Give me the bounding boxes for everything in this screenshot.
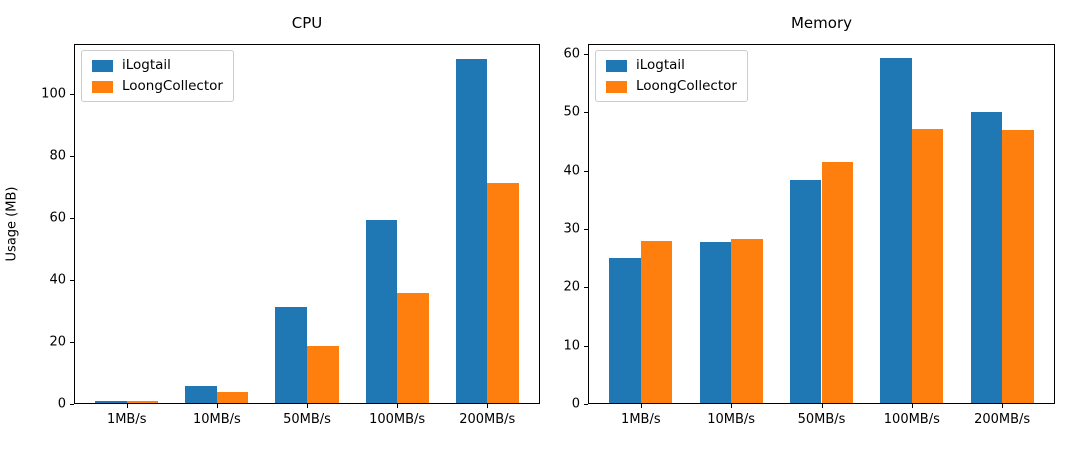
bar-ilogtail-1mb-s <box>95 400 127 403</box>
legend-swatch-ilogtail <box>606 59 627 72</box>
bar-ilogtail-100mb-s <box>365 219 398 403</box>
x-tick-mark <box>216 404 218 408</box>
bar-loongcollector-10mb-s <box>216 391 249 403</box>
x-tick-mark <box>307 404 308 408</box>
y-tick-label: 10 <box>563 338 580 354</box>
y-tick-label: 20 <box>49 334 66 350</box>
x-tick-mark <box>487 404 489 408</box>
bar-ilogtail-200mb-s <box>970 111 1003 403</box>
x-tick-mark <box>911 404 913 408</box>
y-tick-mark <box>70 280 74 282</box>
y-tick-label: 100 <box>41 86 66 102</box>
y-tick-mark <box>584 287 588 289</box>
x-tick-mark <box>126 404 128 408</box>
x-tick-label: 50MB/s <box>797 412 846 427</box>
x-tick-label: 1MB/s <box>106 412 147 427</box>
bar-ilogtail-100mb-s <box>880 57 912 403</box>
legend-swatch-loongcollector <box>606 80 627 93</box>
y-tick-mark <box>70 342 74 344</box>
x-tick-mark <box>640 404 642 408</box>
legend-label: iLogtail <box>636 57 685 73</box>
legend-item-ilogtail: iLogtail <box>92 58 223 73</box>
x-tick-mark <box>1002 404 1004 408</box>
bar-ilogtail-200mb-s <box>455 58 488 403</box>
legend-label: iLogtail <box>122 57 171 73</box>
bar-loongcollector-10mb-s <box>731 239 763 403</box>
legend: iLogtail LoongCollector <box>595 50 748 102</box>
y-tick-mark <box>70 156 74 158</box>
y-tick-label: 0 <box>57 396 66 412</box>
x-tick-mark <box>397 404 399 408</box>
chart-title-cpu: CPU <box>291 14 323 32</box>
legend-label: LoongCollector <box>636 78 737 94</box>
y-tick-label: 0 <box>571 396 580 412</box>
y-tick-mark <box>584 345 588 347</box>
bar-ilogtail-50mb-s <box>275 306 307 403</box>
y-axis-label: Usage (MB) <box>4 186 20 262</box>
plot-area-memory: iLogtail LoongCollector <box>588 44 1055 404</box>
bar-ilogtail-10mb-s <box>699 241 732 403</box>
y-tick-label: 30 <box>563 221 580 237</box>
x-tick-label: 1MB/s <box>621 412 661 427</box>
legend-swatch-loongcollector <box>92 80 113 93</box>
y-tick-label: 80 <box>49 148 66 164</box>
bar-loongcollector-1mb-s <box>126 400 159 403</box>
bar-loongcollector-200mb-s <box>487 183 519 403</box>
bar-loongcollector-200mb-s <box>1002 129 1034 403</box>
plot-area-cpu: iLogtail LoongCollector <box>74 44 540 404</box>
chart-title-memory: Memory <box>790 14 852 32</box>
x-tick-mark <box>731 404 733 408</box>
bar-ilogtail-1mb-s <box>609 257 641 403</box>
x-tick-label: 10MB/s <box>707 412 756 427</box>
y-tick-label: 60 <box>49 210 66 226</box>
x-tick-label: 200MB/s <box>459 412 516 427</box>
bar-loongcollector-1mb-s <box>640 241 673 403</box>
x-tick-label: 50MB/s <box>283 412 331 427</box>
y-tick-label: 50 <box>563 104 580 120</box>
y-tick-mark <box>584 404 588 405</box>
legend-label: LoongCollector <box>122 78 223 94</box>
x-tick-label: 100MB/s <box>369 412 426 427</box>
bar-loongcollector-50mb-s <box>821 162 854 403</box>
legend-swatch-ilogtail <box>92 59 113 72</box>
y-tick-label: 20 <box>563 279 580 295</box>
x-tick-label: 10MB/s <box>192 412 241 427</box>
y-tick-label: 40 <box>49 272 66 288</box>
bar-ilogtail-50mb-s <box>789 180 822 403</box>
x-tick-mark <box>821 404 823 408</box>
legend: iLogtail LoongCollector <box>81 50 234 102</box>
y-tick-mark <box>70 94 74 96</box>
y-tick-mark <box>584 228 588 230</box>
bar-ilogtail-10mb-s <box>185 385 217 403</box>
legend-item-ilogtail: iLogtail <box>606 58 737 73</box>
legend-item-loongcollector: LoongCollector <box>606 79 737 94</box>
y-tick-mark <box>70 404 74 405</box>
y-tick-label: 40 <box>563 163 580 179</box>
x-tick-label: 200MB/s <box>974 412 1031 427</box>
y-tick-mark <box>70 218 74 220</box>
bar-loongcollector-100mb-s <box>911 128 944 403</box>
bar-loongcollector-100mb-s <box>397 293 429 403</box>
y-tick-mark <box>584 112 588 114</box>
bar-loongcollector-50mb-s <box>307 346 339 403</box>
y-tick-label: 60 <box>563 46 580 62</box>
y-tick-mark <box>584 53 588 55</box>
x-tick-label: 100MB/s <box>883 412 940 427</box>
legend-item-loongcollector: LoongCollector <box>92 79 223 94</box>
y-tick-mark <box>584 170 588 172</box>
